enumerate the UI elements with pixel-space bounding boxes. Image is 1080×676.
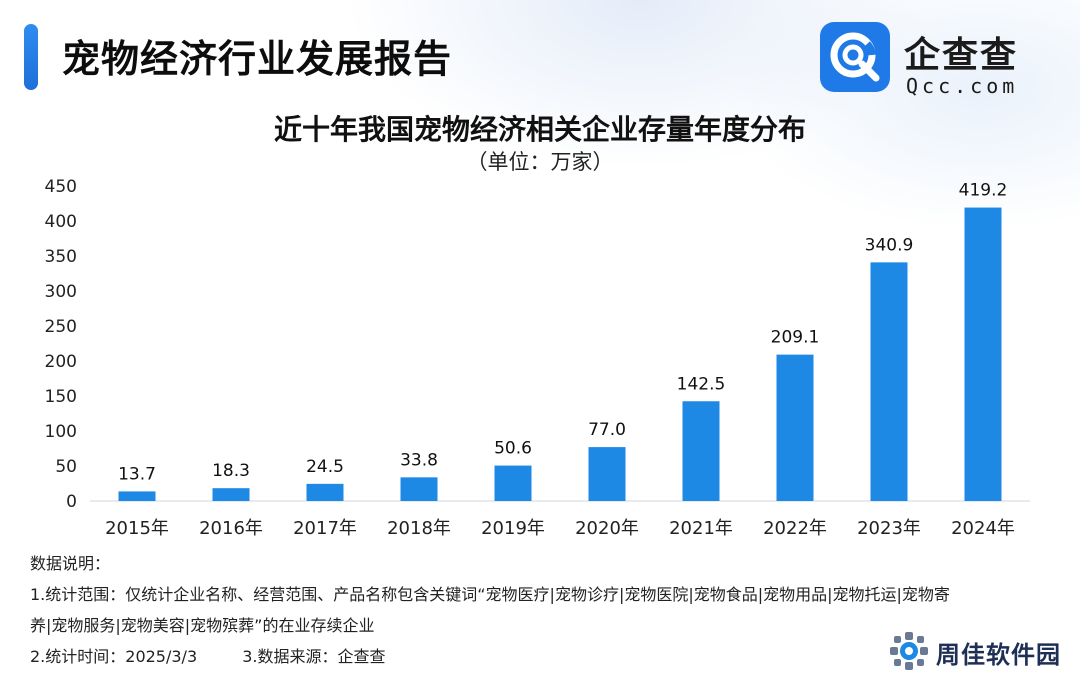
bar-chart: 0 50 100 150 200 250 300 350 400 450 13.7 2015年 18.3… (45, 177, 1030, 539)
bar-value-label: 13.7 (118, 464, 156, 484)
gear-puzzle-icon (888, 630, 930, 676)
notes-scope-line-2: 养|宠物服务|宠物美容|宠物殡葬”的在业存续企业 (30, 616, 375, 635)
chart-subtitle: （单位：万家） (466, 150, 614, 174)
bar-value-label: 142.5 (677, 374, 726, 394)
data-notes: 数据说明： 1.统计范围：仅统计企业名称、经营范围、产品名称包含关键词“宠物医疗… (30, 548, 950, 672)
bar-value-label: 209.1 (771, 328, 820, 348)
qcc-logo-icon (820, 22, 890, 92)
y-tick-label: 150 (45, 387, 77, 407)
x-tick-label: 2023年 (857, 518, 921, 539)
bar-value-label: 419.2 (959, 181, 1008, 201)
watermark-text: 周佳软件园 (936, 641, 1061, 669)
bar-value-label: 24.5 (306, 457, 344, 477)
y-tick-label: 350 (45, 247, 77, 267)
y-tick-label: 400 (45, 212, 77, 232)
title-accent-bar (24, 24, 38, 90)
qcc-logo-name: 企查查 (904, 35, 1019, 76)
bar-value-label: 50.6 (494, 439, 532, 459)
bar-6 (682, 401, 720, 501)
bar-7 (776, 354, 814, 501)
bar-9 (964, 207, 1002, 501)
y-tick-label: 250 (45, 317, 77, 337)
bar-4 (494, 465, 532, 501)
bar-value-label: 77.0 (588, 420, 626, 440)
x-tick-label: 2024年 (951, 518, 1015, 539)
qcc-logo: 企查查 Qcc.com (820, 22, 1050, 98)
x-tick-label: 2022年 (763, 518, 827, 539)
chart-title: 近十年我国宠物经济相关企业存量年度分布 (273, 113, 806, 146)
y-tick-label: 300 (45, 282, 77, 302)
y-tick-label: 450 (45, 177, 77, 197)
notes-stat-time: 2.统计时间：2025/3/3 (30, 647, 198, 666)
x-tick-label: 2017年 (293, 518, 357, 539)
x-tick-label: 2016年 (199, 518, 263, 539)
y-tick-label: 200 (45, 352, 77, 372)
bar-8 (870, 262, 908, 501)
bar-value-label: 340.9 (865, 235, 914, 255)
bar-1 (212, 488, 250, 501)
bar-value-label: 18.3 (212, 461, 250, 481)
report-title: 宠物经济行业发展报告 (62, 37, 453, 81)
bar-3 (400, 477, 438, 501)
bar-value-label: 33.8 (400, 450, 438, 470)
y-tick-label: 100 (45, 422, 77, 442)
y-tick-label: 50 (55, 457, 77, 477)
watermark: 周佳软件园 (880, 624, 1080, 675)
bar-5 (588, 447, 626, 501)
x-tick-label: 2019年 (481, 518, 545, 539)
notes-meta: 2.统计时间：2025/3/3 3.数据来源：企查查 (30, 641, 950, 672)
x-tick-label: 2015年 (105, 518, 169, 539)
qcc-logo-domain: Qcc.com (906, 74, 1019, 98)
notes-scope-line-1: 1.统计范围：仅统计企业名称、经营范围、产品名称包含关键词“宠物医疗|宠物诊疗|… (30, 585, 950, 604)
bar-0 (118, 491, 156, 501)
y-tick-label: 0 (66, 492, 77, 512)
x-tick-label: 2018年 (387, 518, 451, 539)
x-tick-label: 2020年 (575, 518, 639, 539)
x-tick-label: 2021年 (669, 518, 733, 539)
notes-source: 3.数据来源：企查查 (242, 647, 386, 666)
bar-2 (306, 483, 344, 501)
notes-heading: 数据说明： (30, 554, 111, 573)
